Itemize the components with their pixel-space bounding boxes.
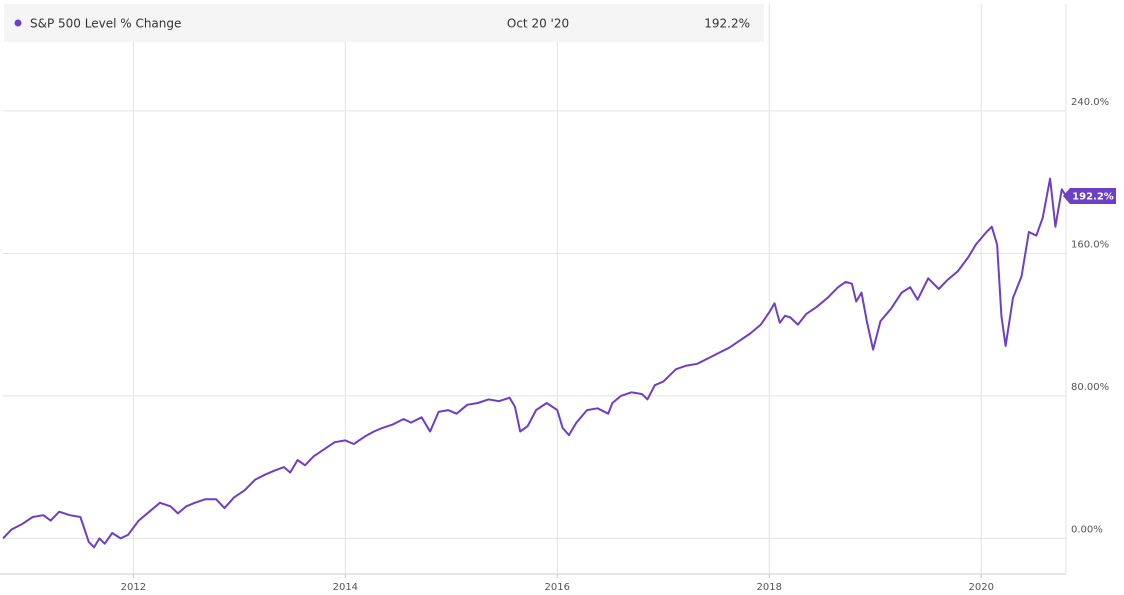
y-tick-label: 0.00% <box>1071 524 1103 535</box>
legend-series-name: S&P 500 Level % Change <box>30 17 181 31</box>
legend-date: Oct 20 '20 <box>507 17 569 31</box>
series-line <box>2 177 1067 549</box>
y-tick-labels: 0.00% 80.00% 160.0% 240.0% <box>1071 97 1109 536</box>
grid <box>3 4 1066 578</box>
x-tick-label: 2016 <box>545 582 570 593</box>
x-tick-label: 2018 <box>757 582 782 593</box>
last-value-label: 192.2% <box>1063 188 1116 205</box>
series <box>2 177 1067 549</box>
y-tick-label: 80.00% <box>1071 382 1109 393</box>
x-tick-labels: 2012 2014 2016 2018 2020 <box>121 582 994 593</box>
last-value-label-background <box>1063 188 1116 205</box>
last-value-label-text: 192.2% <box>1072 192 1114 203</box>
axes <box>0 4 1067 575</box>
y-tick-label: 240.0% <box>1071 97 1109 108</box>
x-tick-label: 2014 <box>333 582 358 593</box>
legend-series-marker <box>14 19 22 27</box>
legend: S&P 500 Level % Change Oct 20 '20 192.2% <box>4 4 764 42</box>
x-tick-label: 2012 <box>121 582 146 593</box>
legend-value: 192.2% <box>704 17 750 31</box>
y-tick-label: 160.0% <box>1071 239 1109 250</box>
x-tick-label: 2020 <box>968 582 993 593</box>
legend-background <box>4 4 764 42</box>
